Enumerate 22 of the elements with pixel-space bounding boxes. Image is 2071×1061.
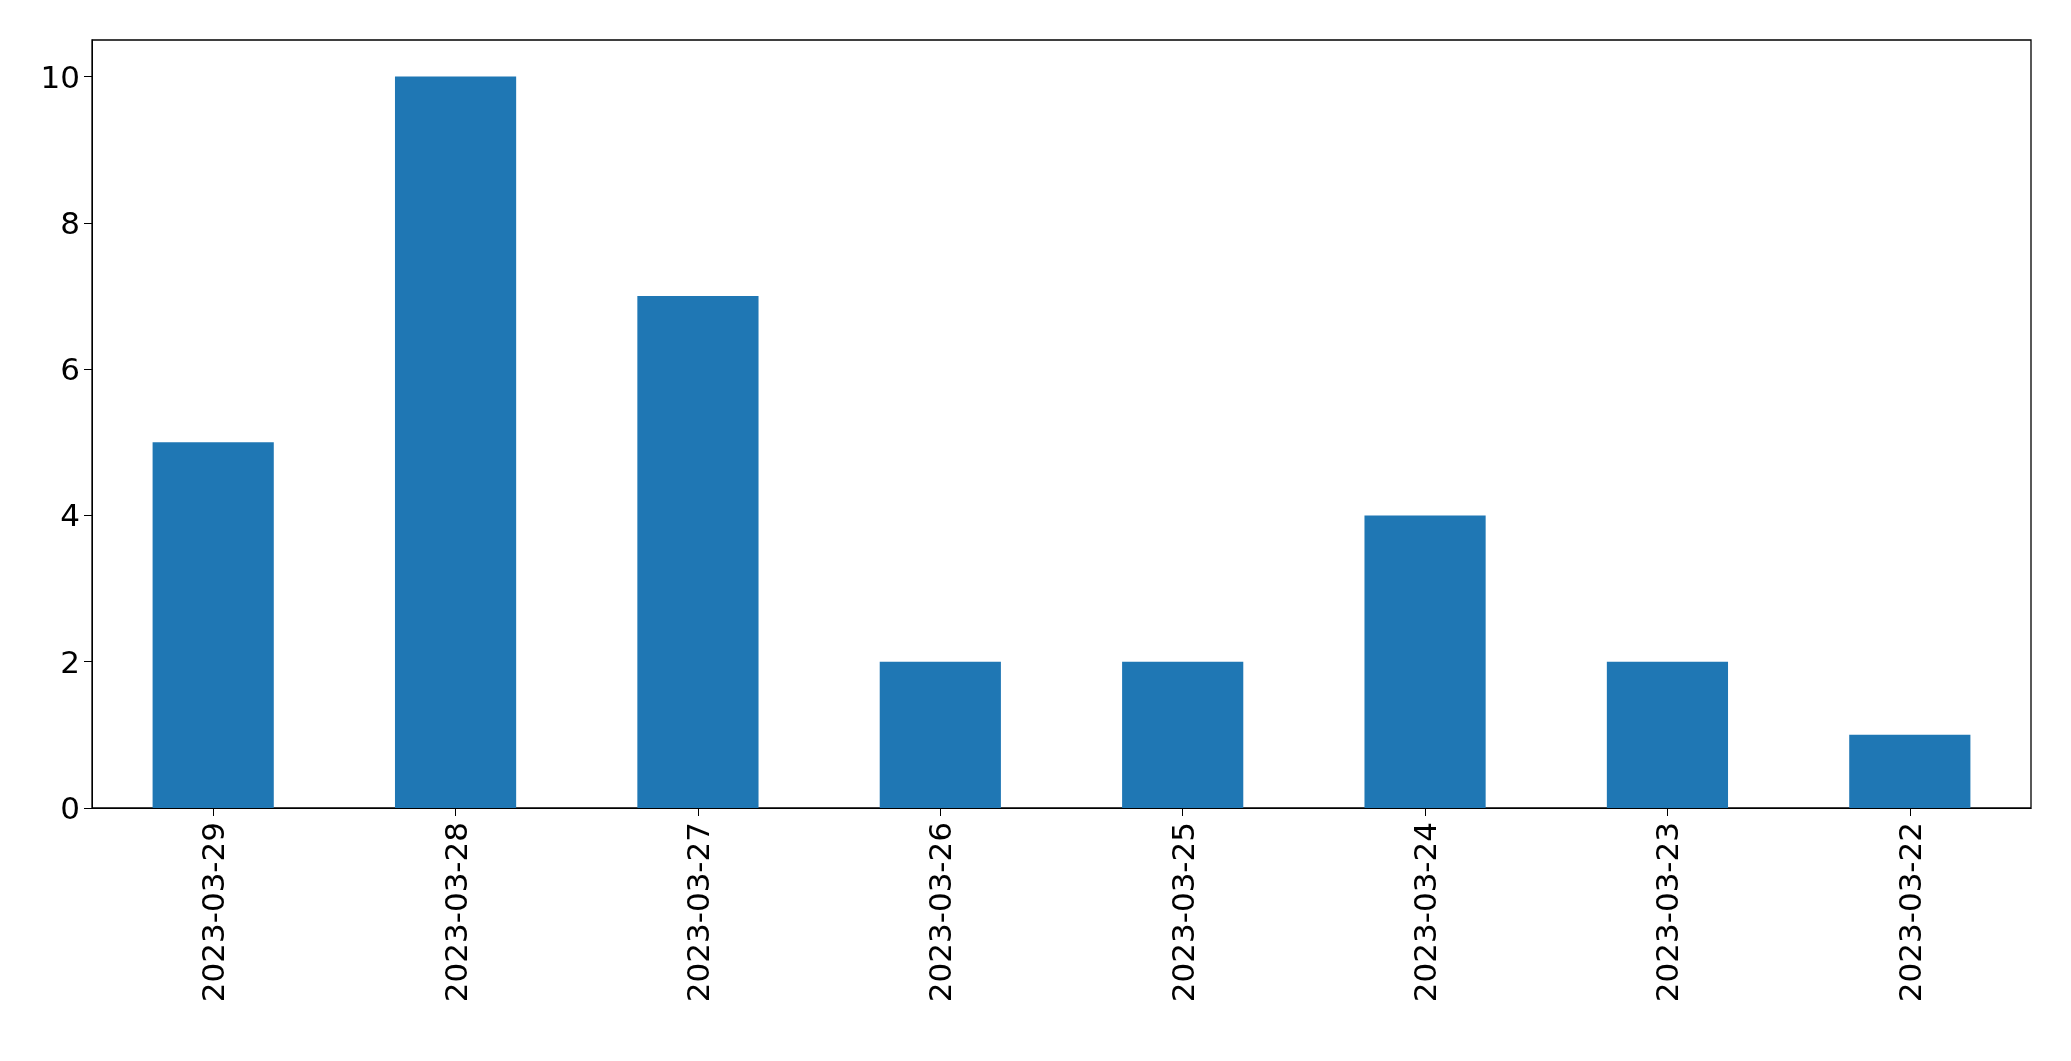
bar <box>637 296 759 808</box>
x-tick-label: 2023-03-27 <box>679 822 716 1003</box>
y-tick-label: 8 <box>60 204 80 241</box>
bar <box>879 661 1001 808</box>
x-tick-label: 2023-03-24 <box>1407 822 1444 1003</box>
x-tick-label: 2023-03-26 <box>922 822 959 1003</box>
y-tick-label: 6 <box>60 351 80 388</box>
bar <box>1849 734 1971 808</box>
bar <box>1122 661 1244 808</box>
x-tick-label: 2023-03-29 <box>195 822 232 1003</box>
y-tick-label: 10 <box>40 58 80 95</box>
x-tick-label: 2023-03-28 <box>437 822 474 1003</box>
bar <box>1364 515 1486 808</box>
y-tick-label: 2 <box>60 643 80 680</box>
x-tick-label: 2023-03-25 <box>1164 822 1201 1003</box>
bar <box>394 76 517 808</box>
x-tick-label: 2023-03-22 <box>1891 822 1928 1003</box>
y-tick-label: 0 <box>60 790 80 826</box>
x-tick-label: 2023-03-23 <box>1649 822 1686 1003</box>
y-tick-label: 4 <box>60 497 80 534</box>
bar <box>152 442 274 808</box>
bar <box>1606 661 1729 808</box>
